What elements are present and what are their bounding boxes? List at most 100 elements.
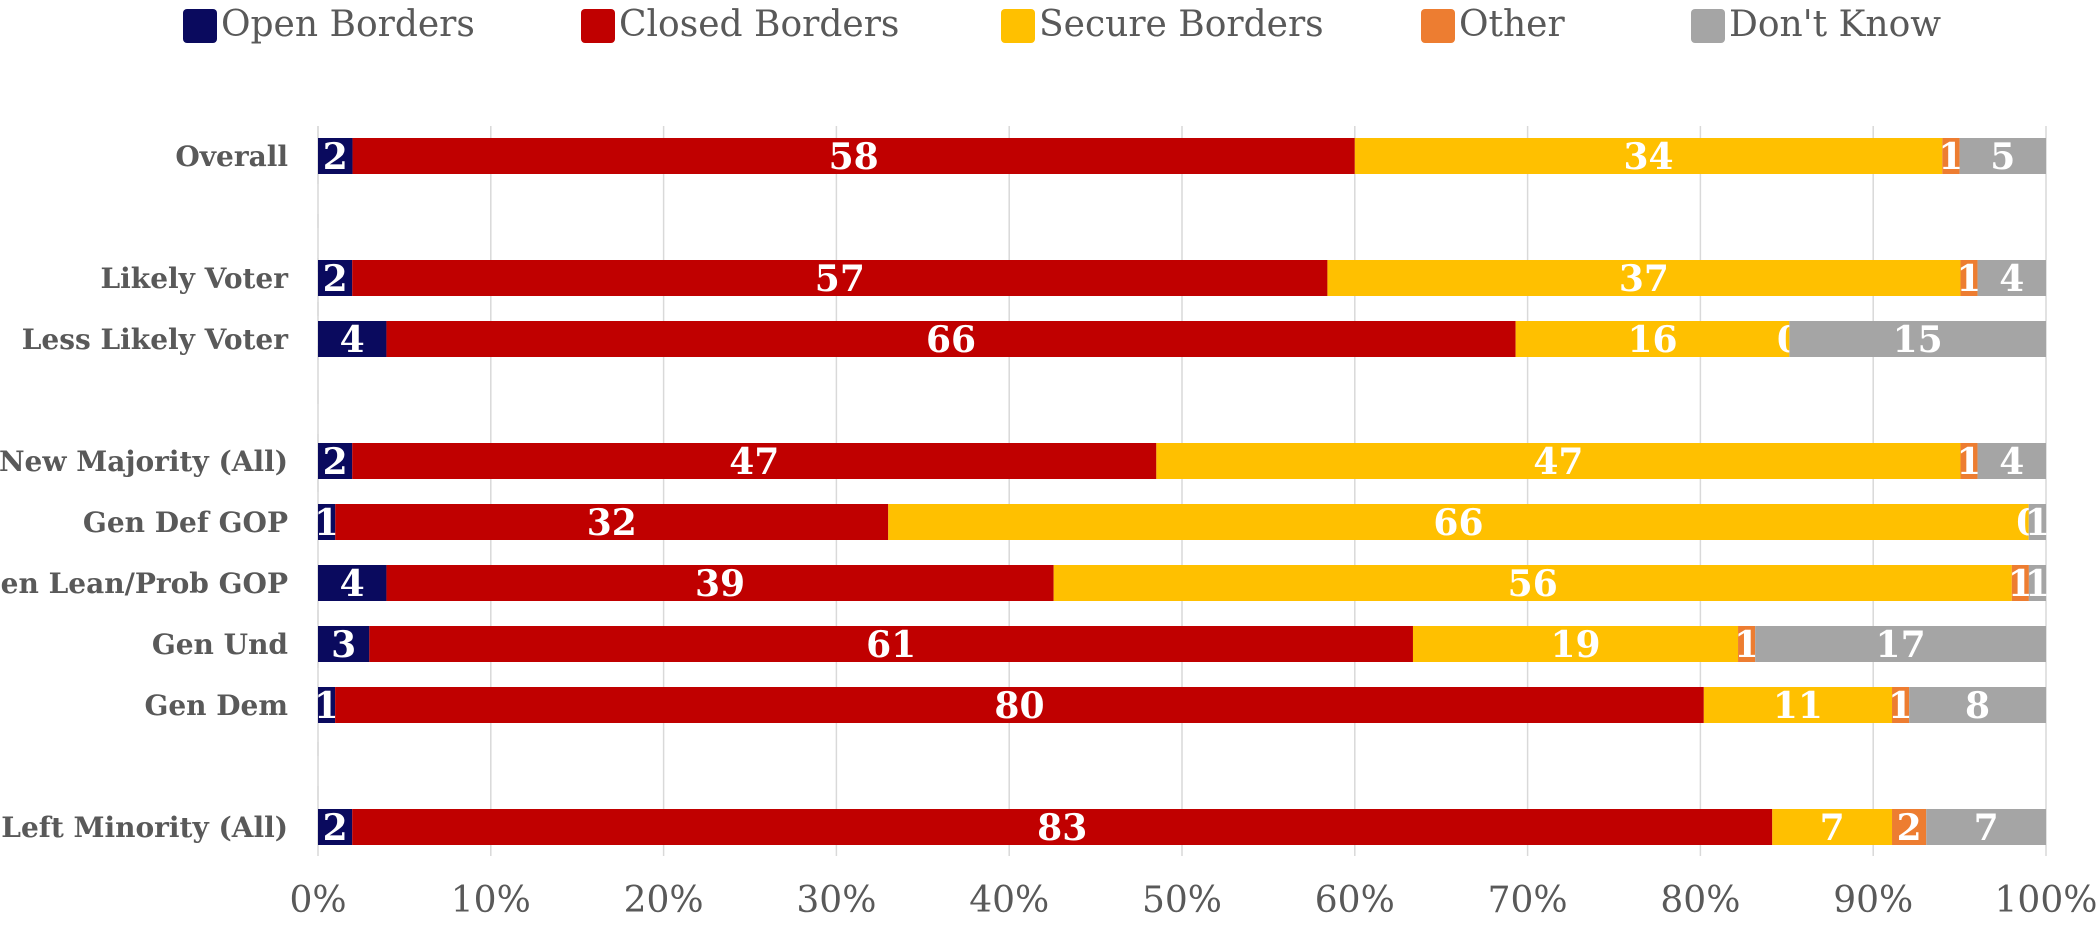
bar-segment-other bbox=[1892, 809, 1927, 845]
legend-swatch-other bbox=[1421, 9, 1455, 43]
bar-segment-open-borders bbox=[318, 565, 387, 601]
bar-segment-other bbox=[2011, 565, 2029, 601]
data-label-don-t-know: 15 bbox=[1893, 319, 1943, 361]
bar-segment-other bbox=[1960, 260, 1978, 296]
bar-segment-don-t-know bbox=[1755, 626, 2046, 662]
data-label-secure-borders: 66 bbox=[1433, 502, 1483, 544]
x-tick-label: 100% bbox=[1995, 880, 2098, 921]
data-label-don-t-know: 5 bbox=[1990, 136, 2015, 178]
data-label-closed-borders: 57 bbox=[815, 258, 865, 300]
data-label-open-borders: 1 bbox=[314, 502, 339, 544]
data-label-secure-borders: 34 bbox=[1624, 136, 1674, 178]
data-label-don-t-know: 7 bbox=[1974, 807, 1999, 849]
bar-segment-closed-borders bbox=[335, 504, 889, 540]
x-tick-label: 60% bbox=[1315, 880, 1395, 921]
bar-segment-don-t-know bbox=[1909, 687, 2046, 723]
data-label-don-t-know: 8 bbox=[1965, 685, 1990, 727]
category-label-new-majority-all: New Majority (All) bbox=[0, 445, 288, 478]
bar-segment-open-borders bbox=[318, 321, 387, 357]
legend-swatch-closed-borders bbox=[581, 9, 615, 43]
bar-segment-closed-borders bbox=[352, 809, 1773, 845]
x-tick-label: 40% bbox=[969, 880, 1049, 921]
data-label-open-borders: 3 bbox=[331, 624, 356, 666]
legend-swatch-secure-borders bbox=[1001, 9, 1035, 43]
legend-label-don-t-know: Don't Know bbox=[1729, 4, 1941, 45]
x-tick-label: 90% bbox=[1833, 880, 1913, 921]
bar-segment-don-t-know bbox=[1977, 260, 2046, 296]
bar-segment-open-borders bbox=[318, 260, 353, 296]
bar-segment-open-borders bbox=[318, 687, 336, 723]
x-tick-label: 70% bbox=[1488, 880, 1568, 921]
bar-segment-secure-borders bbox=[1772, 809, 1893, 845]
x-tick-label: 30% bbox=[796, 880, 876, 921]
bar-segment-secure-borders bbox=[1156, 443, 1961, 479]
data-label-closed-borders: 39 bbox=[695, 563, 745, 605]
bar-segment-closed-borders bbox=[386, 321, 1516, 357]
bar-segment-don-t-know bbox=[2028, 565, 2046, 601]
data-label-closed-borders: 66 bbox=[926, 319, 976, 361]
data-label-closed-borders: 83 bbox=[1037, 807, 1087, 849]
data-label-secure-borders: 37 bbox=[1619, 258, 1669, 300]
category-label-left-minority-all: Left Minority (All) bbox=[1, 811, 288, 844]
bar-segment-secure-borders bbox=[1327, 260, 1961, 296]
data-label-don-t-know: 1 bbox=[2025, 502, 2050, 544]
data-label-open-borders: 4 bbox=[340, 319, 365, 361]
bar-segment-secure-borders bbox=[1412, 626, 1739, 662]
data-label-closed-borders: 58 bbox=[829, 136, 879, 178]
bar-segment-open-borders bbox=[318, 809, 353, 845]
data-label-open-borders: 2 bbox=[323, 258, 348, 300]
legend-label-secure-borders: Secure Borders bbox=[1039, 4, 1324, 45]
data-label-open-borders: 2 bbox=[323, 136, 348, 178]
category-label-overall: Overall bbox=[175, 140, 288, 173]
bar-segment-secure-borders bbox=[1515, 321, 1790, 357]
legend-label-closed-borders: Closed Borders bbox=[619, 4, 899, 45]
data-label-closed-borders: 61 bbox=[866, 624, 916, 666]
bar-segment-open-borders bbox=[318, 138, 353, 174]
x-tick-label: 20% bbox=[624, 880, 704, 921]
data-label-open-borders: 1 bbox=[314, 685, 339, 727]
bar-segment-closed-borders bbox=[335, 687, 1704, 723]
bar-segment-don-t-know bbox=[1959, 138, 2046, 174]
x-tick-label: 10% bbox=[451, 880, 531, 921]
data-label-other: 1 bbox=[1938, 136, 1963, 178]
legend-label-open-borders: Open Borders bbox=[221, 4, 475, 45]
data-label-secure-borders: 19 bbox=[1550, 624, 1600, 666]
bar-segment-open-borders bbox=[318, 443, 353, 479]
gridlines bbox=[317, 126, 2047, 856]
data-label-other: 2 bbox=[1897, 807, 1922, 849]
bar-segment-secure-borders bbox=[1354, 138, 1943, 174]
bar-segment-secure-borders bbox=[888, 504, 2029, 540]
bar-segment-don-t-know bbox=[1789, 321, 2046, 357]
category-label-gen-und: Gen Und bbox=[152, 628, 288, 661]
x-tick-label: 50% bbox=[1142, 880, 1222, 921]
bar-segment-other bbox=[1738, 626, 1756, 662]
bar-segment-closed-borders bbox=[352, 260, 1328, 296]
data-label-open-borders: 2 bbox=[323, 807, 348, 849]
data-label-open-borders: 4 bbox=[340, 563, 365, 605]
legend-swatch-open-borders bbox=[183, 9, 217, 43]
data-label-don-t-know: 4 bbox=[1999, 258, 2024, 300]
y-axis-labels: Overall Likely Voter Less Likely Voter New … bbox=[0, 140, 289, 844]
data-label-secure-borders: 11 bbox=[1773, 685, 1823, 727]
bar-segment-don-t-know bbox=[1926, 809, 2046, 845]
legend: Open Borders Closed Borders Secure Borders… bbox=[183, 4, 1941, 45]
bar-segment-secure-borders bbox=[1703, 687, 1893, 723]
data-label-other: 1 bbox=[2008, 563, 2033, 605]
data-label-other: 1 bbox=[1956, 441, 1981, 483]
bar-segment-open-borders bbox=[318, 504, 336, 540]
data-label-other: 1 bbox=[1956, 258, 1981, 300]
bar-segment-other bbox=[1960, 443, 1978, 479]
data-label-other: 1 bbox=[1734, 624, 1759, 666]
category-label-likely-voter: Likely Voter bbox=[100, 262, 289, 295]
category-label-less-likely-voter: Less Likely Voter bbox=[22, 323, 290, 356]
x-tick-label: 80% bbox=[1660, 880, 1740, 921]
data-label-closed-borders: 80 bbox=[994, 685, 1044, 727]
data-label-open-borders: 2 bbox=[323, 441, 348, 483]
bar-segment-closed-borders bbox=[352, 443, 1157, 479]
data-label-don-t-know: 4 bbox=[1999, 441, 2024, 483]
bar-segment-closed-borders bbox=[369, 626, 1413, 662]
data-label-secure-borders: 16 bbox=[1627, 319, 1677, 361]
bar-segment-closed-borders bbox=[352, 138, 1355, 174]
